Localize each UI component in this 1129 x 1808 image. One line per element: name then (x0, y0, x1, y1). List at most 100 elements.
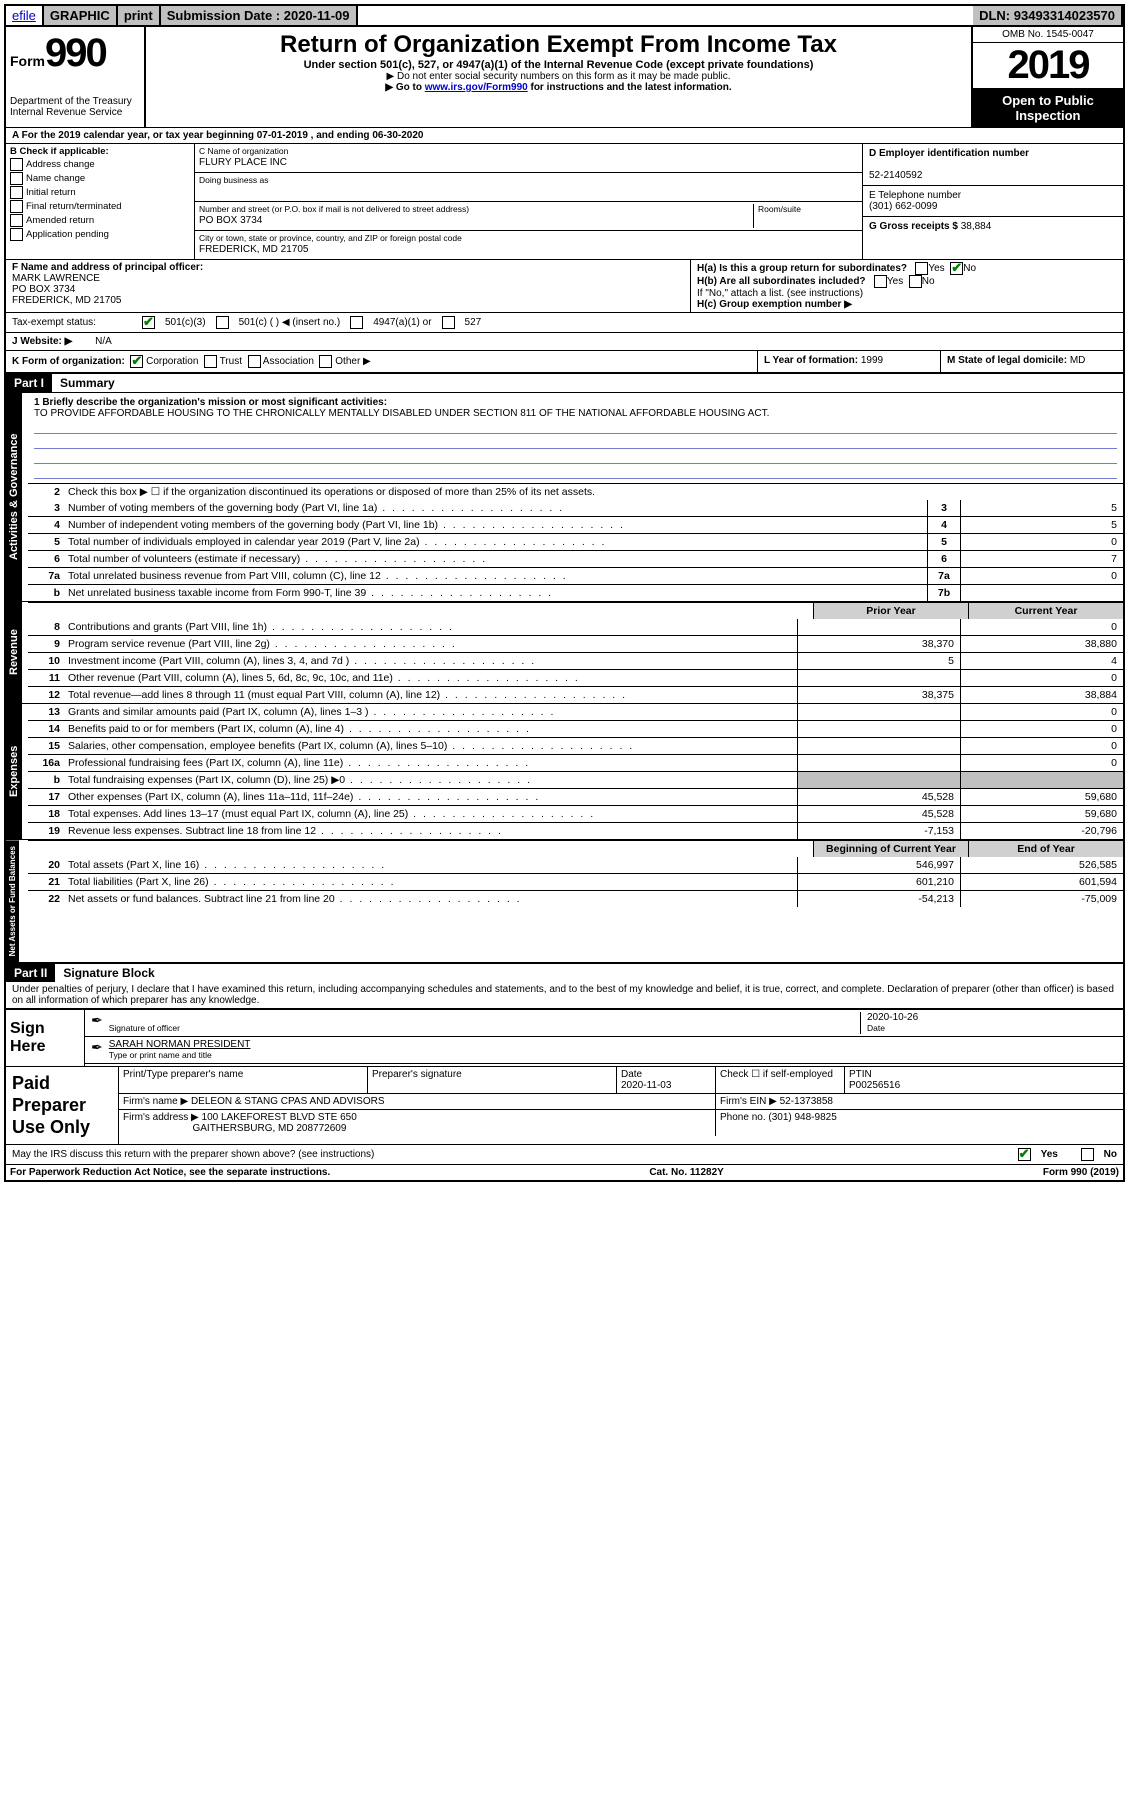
row-i-tax-status: Tax-exempt status: 501(c)(3) 501(c) ( ) … (6, 312, 1123, 332)
q2-text: Check this box ▶ ☐ if the organization d… (64, 484, 1123, 500)
summary-line: 11Other revenue (Part VIII, column (A), … (28, 669, 1123, 686)
summary-line: 3Number of voting members of the governi… (28, 500, 1123, 516)
tax-year: 2019 (973, 43, 1123, 89)
print-button[interactable]: print (118, 6, 161, 25)
paid-preparer-label: Paid Preparer Use Only (6, 1067, 119, 1144)
ptin: P00256516 (849, 1080, 900, 1091)
gross-receipts: 38,884 (961, 221, 992, 232)
box-h-b-note: If "No," attach a list. (see instruction… (697, 288, 1117, 299)
org-name: FLURY PLACE INC (199, 157, 287, 168)
dba-label: Doing business as (199, 175, 268, 185)
irs-link[interactable]: www.irs.gov/Form990 (425, 82, 528, 93)
tab-activities-governance: Activities & Governance (6, 393, 22, 601)
pen-icon: ✒ (91, 1039, 103, 1061)
part-1-header: Part I (6, 374, 52, 392)
form-subtitle-2: ▶ Do not enter social security numbers o… (152, 71, 965, 82)
row-a-tax-year: A For the 2019 calendar year, or tax yea… (6, 127, 1123, 143)
col-prior-year: Prior Year (813, 603, 968, 619)
efile-link[interactable]: efile (6, 6, 44, 25)
officer-printed-name: SARAH NORMAN PRESIDENT (109, 1039, 251, 1050)
summary-line: 8Contributions and grants (Part VIII, li… (28, 619, 1123, 635)
firm-addr: 100 LAKEFOREST BLVD STE 650 (202, 1112, 357, 1123)
summary-line: 10Investment income (Part VIII, column (… (28, 652, 1123, 669)
part-1-title: Summary (52, 374, 123, 392)
part-2-header: Part II (6, 964, 55, 982)
summary-line: 14Benefits paid to or for members (Part … (28, 720, 1123, 737)
sig-officer-label: Signature of officer (109, 1023, 180, 1033)
footer-right: Form 990 (2019) (1043, 1167, 1119, 1178)
ein: 52-2140592 (869, 170, 922, 181)
form-subtitle-3: ▶ Go to www.irs.gov/Form990 for instruct… (152, 82, 965, 93)
q1-label: 1 Briefly describe the organization's mi… (34, 397, 387, 408)
officer-name: MARK LAWRENCE (12, 273, 100, 284)
form-number: Form990 (10, 31, 140, 76)
summary-line: 16aProfessional fundraising fees (Part I… (28, 754, 1123, 771)
tab-revenue: Revenue (6, 602, 22, 703)
row-k-form-org: K Form of organization: Corporation Trus… (6, 351, 757, 372)
col-current-year: Current Year (968, 603, 1123, 619)
phone: (301) 662-0099 (869, 201, 937, 212)
form-frame: Form990 Department of the Treasury Inter… (4, 27, 1125, 1182)
addr-label: Number and street (or P.O. box if mail i… (199, 204, 469, 214)
org-address: PO BOX 3734 (199, 215, 262, 226)
box-d-label: D Employer identification number (869, 148, 1029, 159)
box-h-c: H(c) Group exemption number ▶ (697, 299, 1117, 310)
summary-line: 6Total number of volunteers (estimate if… (28, 550, 1123, 567)
summary-line: 19Revenue less expenses. Subtract line 1… (28, 822, 1123, 839)
firm-name: DELEON & STANG CPAS AND ADVISORS (191, 1096, 385, 1107)
open-public-badge: Open to PublicInspection (973, 89, 1123, 127)
row-m-state: M State of legal domicile: MD (940, 351, 1123, 372)
graphic-button[interactable]: GRAPHIC (44, 6, 118, 25)
row-l-year: L Year of formation: 1999 (757, 351, 940, 372)
irs-label: Internal Revenue Service (10, 107, 140, 118)
omb-number: OMB No. 1545-0047 (973, 27, 1123, 43)
officer-addr1: PO BOX 3734 (12, 284, 75, 295)
room-label: Room/suite (758, 204, 801, 214)
tab-expenses: Expenses (6, 704, 22, 839)
form-title: Return of Organization Exempt From Incom… (152, 31, 965, 59)
top-toolbar: efile GRAPHIC print Submission Date : 20… (4, 4, 1125, 27)
dept-treasury: Department of the Treasury (10, 96, 140, 107)
firm-ein: 52-1373858 (780, 1096, 833, 1107)
box-c-label: C Name of organization (199, 146, 288, 156)
box-e-label: E Telephone number (869, 190, 961, 201)
box-g-label: G Gross receipts $ (869, 221, 961, 232)
row-j-website: J Website: ▶ N/A (6, 332, 1123, 350)
box-f-label: F Name and address of principal officer: (12, 262, 203, 273)
part-2-title: Signature Block (55, 964, 162, 982)
dln: DLN: 93493314023570 (973, 6, 1123, 25)
firm-phone: (301) 948-9825 (768, 1112, 836, 1123)
summary-line: 20Total assets (Part X, line 16)546,9975… (28, 857, 1123, 873)
summary-line: 13Grants and similar amounts paid (Part … (28, 704, 1123, 720)
sign-here-label: Sign Here (6, 1010, 85, 1066)
summary-line: bTotal fundraising expenses (Part IX, co… (28, 771, 1123, 788)
org-city: FREDERICK, MD 21705 (199, 244, 308, 255)
mission-text: TO PROVIDE AFFORDABLE HOUSING TO THE CHR… (34, 408, 769, 419)
summary-line: 21Total liabilities (Part X, line 26)601… (28, 873, 1123, 890)
perjury-declaration: Under penalties of perjury, I declare th… (6, 982, 1123, 1008)
tab-net-assets: Net Assets or Fund Balances (6, 840, 19, 962)
summary-line: 7aTotal unrelated business revenue from … (28, 567, 1123, 584)
summary-line: bNet unrelated business taxable income f… (28, 584, 1123, 601)
summary-line: 22Net assets or fund balances. Subtract … (28, 890, 1123, 907)
col-begin-year: Beginning of Current Year (813, 841, 968, 857)
footer-mid: Cat. No. 11282Y (649, 1167, 723, 1178)
pen-icon: ✒ (91, 1012, 103, 1034)
summary-line: 12Total revenue—add lines 8 through 11 (… (28, 686, 1123, 703)
submission-date: Submission Date : 2020-11-09 (161, 6, 358, 25)
preparer-table: Print/Type preparer's name Preparer's si… (119, 1067, 1123, 1136)
officer-addr2: FREDERICK, MD 21705 (12, 295, 121, 306)
summary-line: 5Total number of individuals employed in… (28, 533, 1123, 550)
discuss-row: May the IRS discuss this return with the… (6, 1144, 1123, 1164)
city-label: City or town, state or province, country… (199, 233, 462, 243)
box-h-a: H(a) Is this a group return for subordin… (697, 262, 1117, 275)
summary-line: 9Program service revenue (Part VIII, lin… (28, 635, 1123, 652)
col-end-year: End of Year (968, 841, 1123, 857)
form-subtitle-1: Under section 501(c), 527, or 4947(a)(1)… (152, 59, 965, 71)
box-b: B Check if applicable: Address change Na… (6, 144, 195, 259)
footer-left: For Paperwork Reduction Act Notice, see … (10, 1167, 330, 1178)
box-h-b: H(b) Are all subordinates included? Yes … (697, 275, 1117, 288)
summary-line: 17Other expenses (Part IX, column (A), l… (28, 788, 1123, 805)
sig-date: 2020-10-26 (867, 1012, 918, 1023)
summary-line: 4Number of independent voting members of… (28, 516, 1123, 533)
